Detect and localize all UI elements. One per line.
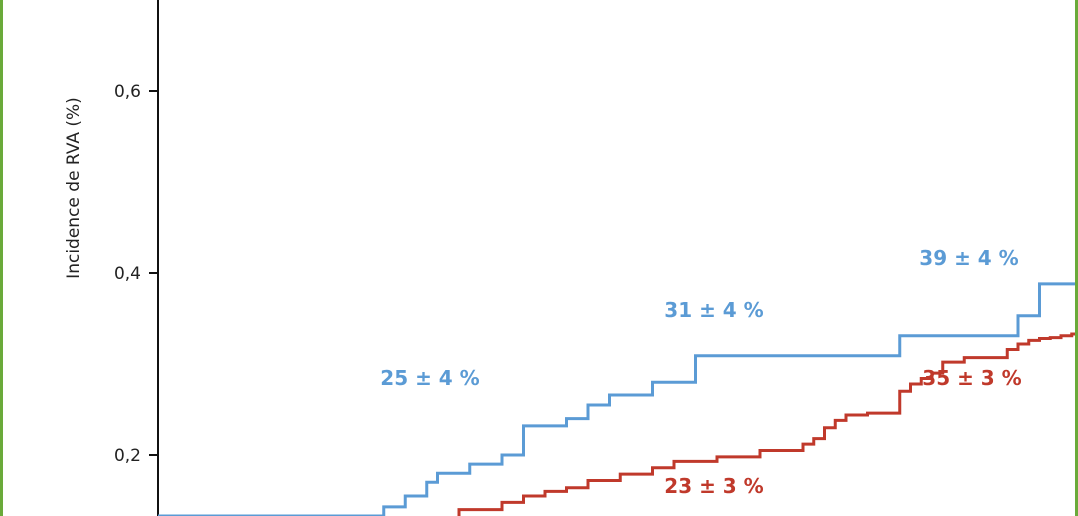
annotation-label: 23 ± 3 % — [664, 474, 763, 498]
y-tick-label: 0,4 — [114, 264, 141, 284]
annotation-label: 25 ± 4 % — [380, 366, 479, 390]
series-line-2 — [457, 332, 1075, 516]
y-ticks: 0,2 0,4 0,6 — [114, 82, 158, 466]
y-axis-label: Incidence de RVA (%) — [64, 97, 84, 279]
series-line-1 — [157, 282, 1075, 516]
series-group — [157, 282, 1075, 516]
annotation-label: 39 ± 4 % — [919, 246, 1018, 270]
annotation-label: 35 ± 3 % — [922, 366, 1021, 390]
step-chart: 0,2 0,4 0,6 Incidence de RVA (%) 25 ± 4 % 3… — [64, 0, 1075, 516]
annotations-group: 25 ± 4 % 31 ± 4 % 39 ± 4 % 23 ± 3 % 35 ± 3 % — [380, 246, 1021, 498]
y-tick-label: 0,2 — [114, 446, 141, 466]
y-tick-label: 0,6 — [114, 82, 141, 102]
annotation-label: 31 ± 4 % — [664, 298, 763, 322]
